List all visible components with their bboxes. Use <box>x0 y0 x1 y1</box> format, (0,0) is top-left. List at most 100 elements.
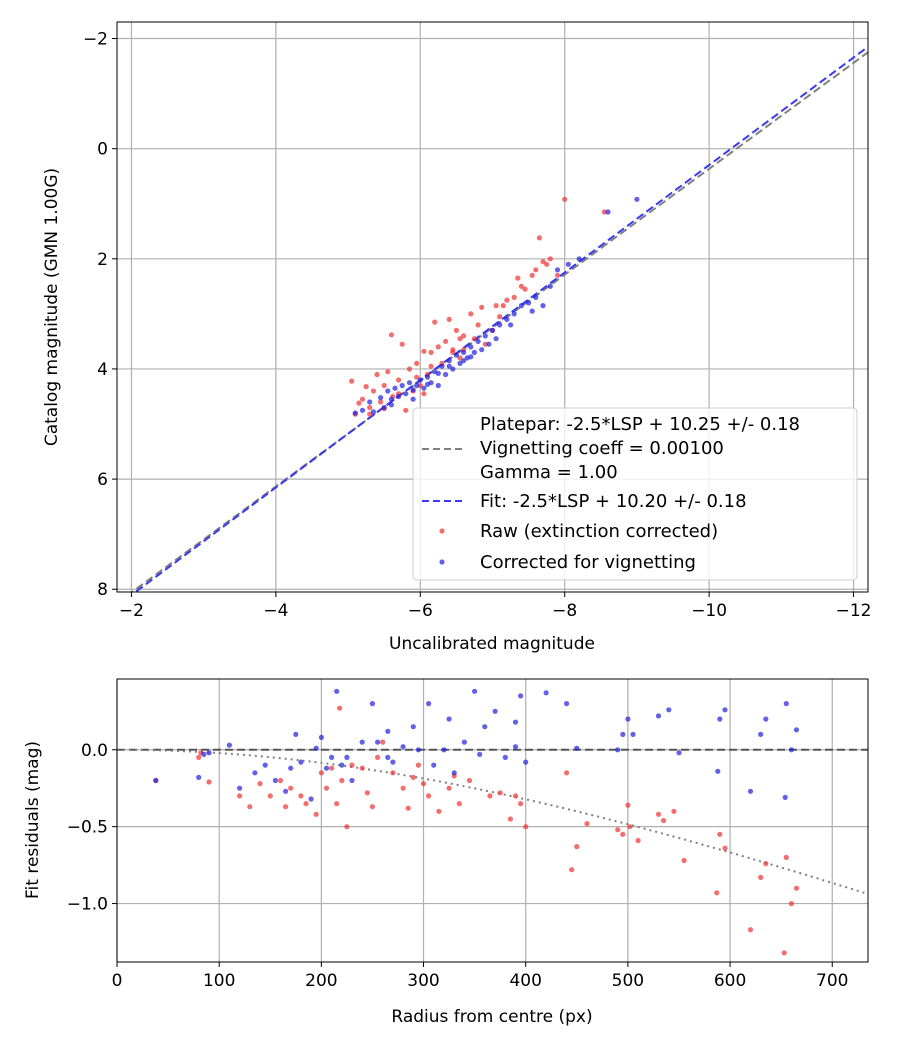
bottom-plot-area <box>117 679 868 962</box>
point-corrected <box>471 349 477 355</box>
point-corrected-residuals <box>390 759 396 765</box>
point-raw-residuals <box>267 793 273 799</box>
point-corrected <box>388 396 394 402</box>
top-xtick-label: −10 <box>691 601 727 621</box>
point-corrected <box>554 267 561 273</box>
point-raw-residuals <box>436 808 442 814</box>
point-corrected <box>576 256 582 262</box>
point-corrected <box>410 396 416 402</box>
point-corrected <box>493 336 499 342</box>
point-raw-residuals <box>615 827 621 833</box>
point-corrected <box>468 354 474 360</box>
top-ytick-label: 0 <box>97 140 108 160</box>
point-corrected-residuals <box>375 739 381 745</box>
point-raw-residuals <box>420 781 427 787</box>
point-corrected <box>388 402 394 408</box>
point-raw <box>421 348 427 354</box>
point-raw <box>515 275 521 281</box>
top-axes-frame <box>116 21 869 593</box>
point-raw-residuals <box>344 824 350 830</box>
point-raw <box>381 382 387 389</box>
point-raw <box>504 297 510 303</box>
bottom-ytick-label: 0.0 <box>81 741 108 761</box>
point-corrected-residuals <box>523 759 529 765</box>
bottom-xtick-label: 400 <box>509 971 541 991</box>
point-corrected <box>435 382 441 389</box>
point-raw <box>518 283 525 289</box>
point-raw <box>421 391 427 397</box>
point-corrected-residuals <box>666 707 672 713</box>
point-raw <box>399 341 405 347</box>
bottom-xtick-label: 600 <box>714 971 746 991</box>
point-corrected <box>482 333 488 339</box>
point-raw-residuals <box>426 793 432 799</box>
point-corrected <box>385 388 391 394</box>
point-corrected <box>540 303 546 309</box>
point-corrected-residuals <box>722 707 728 713</box>
point-corrected-residuals <box>339 762 345 768</box>
point-raw <box>414 360 420 366</box>
point-corrected-residuals <box>472 688 478 694</box>
point-raw-residuals <box>369 804 375 810</box>
point-raw <box>493 303 499 309</box>
point-raw <box>428 363 434 369</box>
point-corrected-residuals <box>574 745 580 751</box>
legend-platepar-line1: Platepar: -2.5*LSP + 10.25 +/- 0.18 <box>480 414 800 435</box>
point-raw <box>385 369 391 375</box>
legend-box <box>412 407 858 581</box>
point-corrected <box>605 209 611 215</box>
bottom-xtick-label: 700 <box>816 971 848 991</box>
point-raw-residuals <box>523 824 529 830</box>
point-raw <box>500 303 506 309</box>
point-corrected-residuals <box>543 690 549 696</box>
point-corrected-residuals <box>492 708 498 714</box>
point-corrected <box>435 370 441 376</box>
point-raw-residuals <box>283 804 289 810</box>
point-corrected-residuals <box>512 719 519 725</box>
point-raw-residuals <box>334 801 340 807</box>
point-corrected <box>547 283 553 289</box>
point-raw-residuals <box>400 785 406 791</box>
legend-fit-label: Fit: -2.5*LSP + 10.20 +/- 0.18 <box>480 491 747 512</box>
point-raw <box>435 344 441 350</box>
line-fit <box>133 45 868 592</box>
legend-corrected-label: Corrected for vignetting <box>480 552 696 573</box>
point-corrected <box>446 363 452 369</box>
point-corrected-residuals <box>252 770 258 776</box>
point-raw-residuals <box>722 845 728 851</box>
point-raw-residuals <box>763 861 769 867</box>
point-raw <box>367 404 373 411</box>
point-raw <box>471 336 477 342</box>
point-corrected <box>424 374 431 380</box>
point-raw-residuals <box>380 739 386 745</box>
top-ytick-label: 8 <box>97 580 108 600</box>
point-corrected <box>511 311 517 317</box>
point-corrected-residuals <box>615 747 621 753</box>
point-raw-residuals <box>507 816 513 822</box>
point-raw-residuals <box>681 857 687 864</box>
point-raw <box>554 272 561 278</box>
point-corrected-residuals <box>344 754 350 761</box>
point-corrected-residuals <box>298 759 304 765</box>
point-corrected-residuals <box>385 728 391 734</box>
point-corrected <box>352 410 358 416</box>
point-corrected-residuals <box>676 750 682 756</box>
point-raw <box>457 336 463 342</box>
point-raw-residuals <box>359 765 365 771</box>
magnitude-chart: −2 −4 −6 −8 −10 −12 −2 0 2 4 6 8 Uncalibrated magni… <box>42 21 872 654</box>
point-corrected <box>424 381 431 387</box>
legend: Platepar: -2.5*LSP + 10.25 +/- 0.18 Vign… <box>412 407 858 581</box>
point-corrected-residuals <box>323 765 330 771</box>
point-raw-residuals <box>288 785 294 791</box>
point-raw <box>479 304 485 310</box>
point-corrected <box>446 358 452 364</box>
bottom-ytick-label: −0.5 <box>67 818 108 838</box>
point-raw <box>428 349 434 355</box>
point-raw-residuals <box>781 950 787 956</box>
point-corrected <box>399 382 405 389</box>
point-corrected <box>457 360 463 366</box>
point-raw-residuals <box>793 885 800 891</box>
point-raw-residuals <box>569 867 575 873</box>
point-corrected-residuals <box>763 716 769 722</box>
top-ytick-label: −2 <box>83 30 108 50</box>
